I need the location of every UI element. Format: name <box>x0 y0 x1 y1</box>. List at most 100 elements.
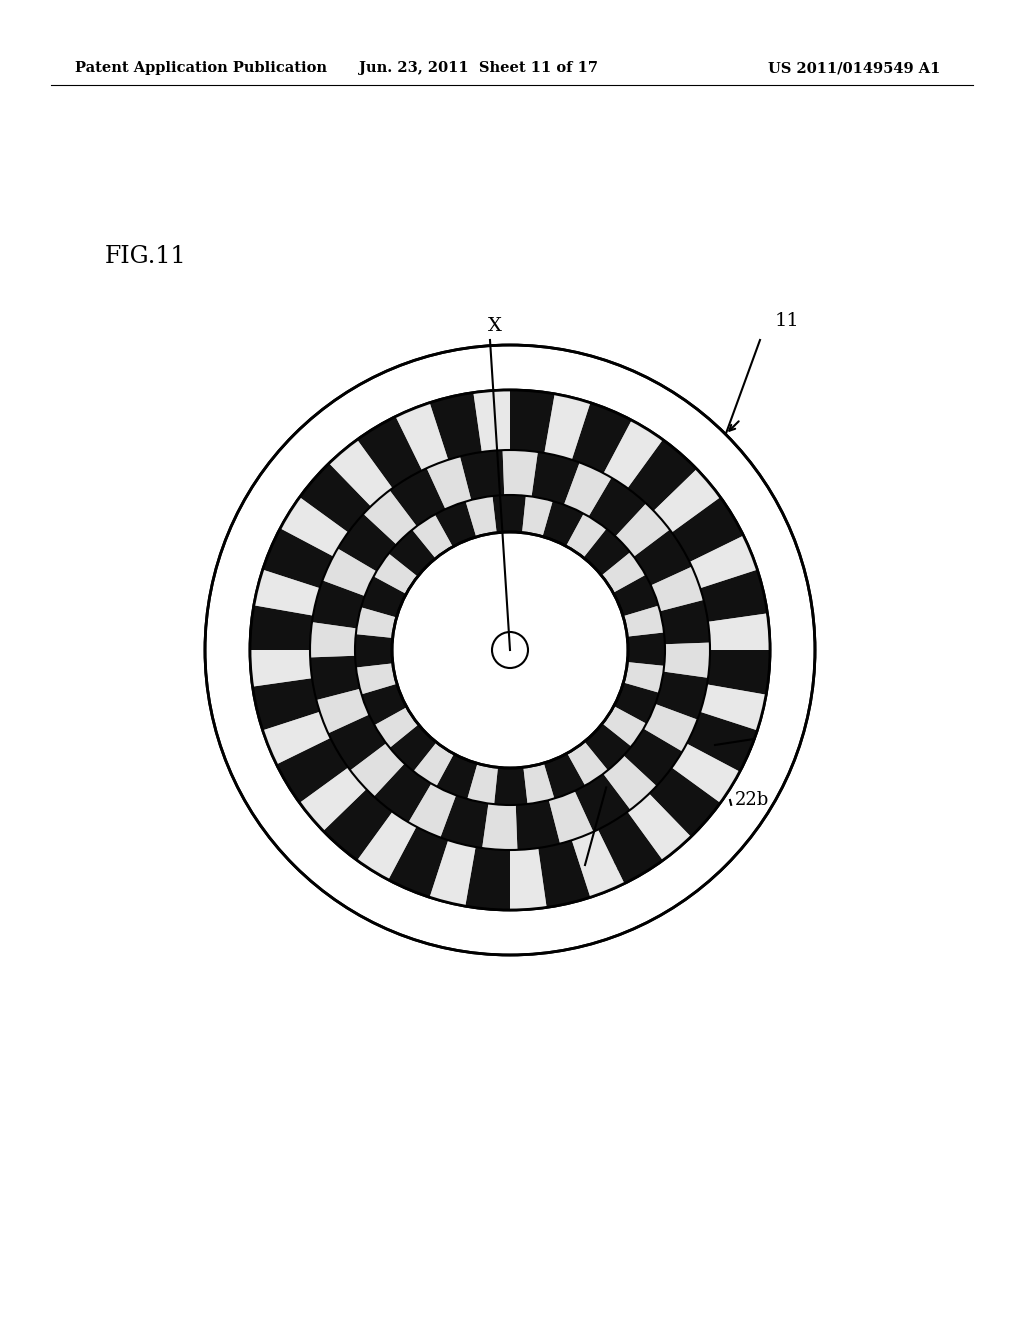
Wedge shape <box>493 495 526 533</box>
Wedge shape <box>544 754 585 799</box>
Wedge shape <box>328 714 386 771</box>
Wedge shape <box>430 392 482 459</box>
Wedge shape <box>355 607 396 638</box>
Wedge shape <box>672 743 739 803</box>
Wedge shape <box>549 791 593 843</box>
Text: Jun. 23, 2011  Sheet 11 of 17: Jun. 23, 2011 Sheet 11 of 17 <box>358 61 597 75</box>
Wedge shape <box>602 706 646 747</box>
Wedge shape <box>357 417 422 488</box>
Wedge shape <box>503 450 538 496</box>
Text: Patent Application Publication: Patent Application Publication <box>75 61 327 75</box>
Circle shape <box>250 389 770 909</box>
Wedge shape <box>653 469 720 532</box>
Text: FIG.11: FIG.11 <box>105 246 186 268</box>
Wedge shape <box>361 684 407 725</box>
Wedge shape <box>338 513 396 572</box>
Wedge shape <box>355 634 393 668</box>
Wedge shape <box>250 606 313 649</box>
Wedge shape <box>566 513 606 557</box>
Wedge shape <box>460 450 504 500</box>
Wedge shape <box>615 503 670 557</box>
Wedge shape <box>310 656 360 700</box>
Wedge shape <box>634 529 692 585</box>
Text: 22a: 22a <box>720 737 754 754</box>
Wedge shape <box>700 570 767 622</box>
Wedge shape <box>672 498 743 562</box>
Wedge shape <box>603 420 663 488</box>
Wedge shape <box>263 711 331 764</box>
Wedge shape <box>324 789 392 861</box>
Wedge shape <box>253 678 319 730</box>
Wedge shape <box>649 767 720 837</box>
Text: 11: 11 <box>775 312 800 330</box>
Wedge shape <box>543 502 584 546</box>
Wedge shape <box>356 664 397 694</box>
Wedge shape <box>613 574 658 616</box>
Wedge shape <box>628 632 665 665</box>
Wedge shape <box>466 496 497 537</box>
Wedge shape <box>414 742 454 787</box>
Wedge shape <box>598 812 663 883</box>
Wedge shape <box>545 393 591 459</box>
Circle shape <box>392 532 628 768</box>
Text: 22b: 22b <box>735 791 769 809</box>
Wedge shape <box>574 774 631 832</box>
Wedge shape <box>310 622 356 657</box>
Wedge shape <box>388 826 449 898</box>
Wedge shape <box>323 549 377 597</box>
Wedge shape <box>603 755 656 809</box>
Wedge shape <box>624 663 665 693</box>
Wedge shape <box>440 796 488 847</box>
Wedge shape <box>516 800 560 850</box>
Text: X: X <box>488 317 502 335</box>
Wedge shape <box>531 451 580 504</box>
Wedge shape <box>567 742 608 785</box>
Wedge shape <box>316 689 369 734</box>
Wedge shape <box>687 711 758 772</box>
Wedge shape <box>651 566 703 611</box>
Wedge shape <box>357 812 417 879</box>
Wedge shape <box>473 389 510 451</box>
Wedge shape <box>564 462 611 516</box>
Wedge shape <box>395 403 449 470</box>
Circle shape <box>205 345 815 954</box>
Wedge shape <box>467 763 498 804</box>
Wedge shape <box>263 528 333 589</box>
Wedge shape <box>708 614 770 649</box>
Wedge shape <box>700 684 766 730</box>
Wedge shape <box>571 829 625 898</box>
Wedge shape <box>374 553 418 594</box>
Wedge shape <box>281 498 348 557</box>
Wedge shape <box>254 570 319 615</box>
Wedge shape <box>660 599 710 644</box>
Wedge shape <box>409 784 456 837</box>
Wedge shape <box>329 440 392 507</box>
Wedge shape <box>584 529 630 576</box>
Wedge shape <box>623 606 664 636</box>
Wedge shape <box>430 841 475 906</box>
Wedge shape <box>390 469 445 527</box>
Circle shape <box>492 632 528 668</box>
Wedge shape <box>655 672 708 719</box>
Wedge shape <box>375 708 419 748</box>
Wedge shape <box>300 463 371 532</box>
Wedge shape <box>689 536 758 589</box>
Wedge shape <box>601 552 645 593</box>
Wedge shape <box>510 847 547 909</box>
Text: US 2011/0149549 A1: US 2011/0149549 A1 <box>768 61 940 75</box>
Wedge shape <box>350 743 404 796</box>
Wedge shape <box>613 682 659 723</box>
Wedge shape <box>643 704 697 751</box>
Wedge shape <box>585 723 632 771</box>
Wedge shape <box>628 440 696 511</box>
Wedge shape <box>427 457 471 510</box>
Wedge shape <box>361 577 407 618</box>
Wedge shape <box>276 738 348 803</box>
Wedge shape <box>539 841 591 907</box>
Circle shape <box>250 389 770 909</box>
Wedge shape <box>522 496 553 536</box>
Text: 22c: 22c <box>590 855 623 874</box>
Wedge shape <box>523 763 554 804</box>
Wedge shape <box>436 754 477 799</box>
Wedge shape <box>571 403 632 474</box>
